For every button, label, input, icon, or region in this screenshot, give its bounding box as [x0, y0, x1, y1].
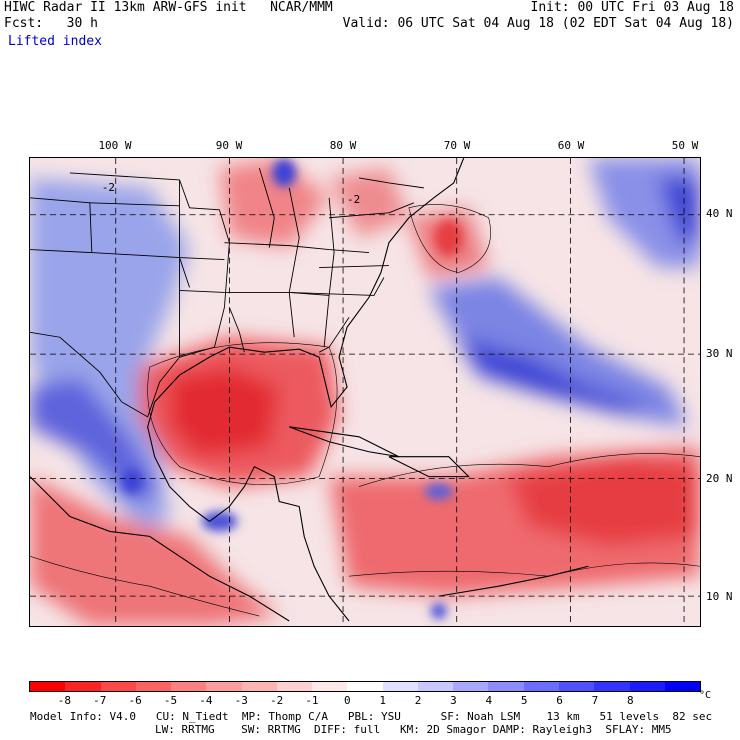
contour-label: -2: [347, 193, 360, 206]
model-info: Model Info: V4.0 CU: N_Tiedt MP: Thomp C…: [30, 710, 713, 723]
colorbar-cell: [558, 682, 595, 691]
colorbar-label: -8: [57, 694, 71, 707]
lifted-index-map: -2 -2: [29, 157, 701, 627]
contour-label: -2: [102, 181, 115, 194]
lon-label: 80 W: [329, 139, 357, 152]
colorbar-cell: [382, 682, 418, 691]
index-field-detail: [121, 158, 463, 620]
lat-label: 20 N: [706, 472, 733, 485]
init-time: Init: 00 UTC Fri 03 Aug 18: [530, 0, 735, 15]
unit-label: °C: [699, 690, 712, 701]
colorbar-label: -6: [128, 694, 142, 707]
coastlines: [30, 158, 589, 622]
lon-label: 60 W: [557, 139, 585, 152]
colorbar-cell: [664, 682, 701, 691]
lon-label: 90 W: [215, 139, 243, 152]
colorbar-cell: [171, 682, 207, 691]
lon-label: 50 W: [671, 139, 699, 152]
colorbar-label: 2: [414, 694, 422, 707]
colorbar-label: 8: [626, 694, 634, 707]
colorbar-label: 7: [591, 694, 599, 707]
colorbar-label: -1: [305, 694, 319, 707]
colorbar-cell: [135, 682, 172, 691]
model-physics: LW: RRTMG SW: RRTMG DIFF: full KM: 2D Sm…: [155, 723, 672, 736]
colorbar-label: -5: [163, 694, 178, 707]
colorbar-cell: [100, 682, 136, 691]
political-borders: [30, 167, 424, 418]
colorbar-label: -2: [269, 694, 284, 707]
colorbar-label: 6: [556, 694, 563, 707]
valid-time: Valid: 06 UTC Sat 04 Aug 18 (02 EDT Sat …: [342, 16, 734, 31]
colorbar-label: 1: [379, 694, 386, 707]
colorbar-cell: [241, 682, 277, 691]
colorbar-label: 5: [520, 694, 528, 707]
colorbar-cell: [206, 682, 242, 691]
colorbar-cell: [312, 682, 348, 691]
lat-label: 40 N: [706, 207, 733, 220]
colorbar-cell: [347, 682, 383, 691]
colorbar-label: -3: [234, 694, 248, 707]
colorbar-label: -7: [93, 694, 107, 707]
colorbar-cell: [276, 682, 313, 691]
colorbar-label: 3: [450, 694, 457, 707]
colorbar-label: 4: [485, 694, 493, 707]
colorbar-cell: [488, 682, 524, 691]
colorbar-label: -4: [199, 694, 213, 707]
lat-label: 10 N: [706, 590, 733, 603]
graticule: [30, 158, 700, 626]
colorbar-cell: [523, 682, 559, 691]
colorbar-cell: [30, 682, 66, 691]
forecast-hour: Fcst: 30 h: [4, 16, 98, 31]
lon-label: 70 W: [443, 139, 471, 152]
colorbar-cell: [453, 682, 489, 691]
map-title: HIWC Radar II 13km ARW-GFS init NCAR/MMM: [4, 0, 333, 15]
colorbar-label: 0: [344, 694, 351, 707]
field-name: Lifted index: [8, 34, 102, 49]
colorbar-cell: [594, 682, 630, 691]
lat-label: 30 N: [706, 347, 733, 360]
colorbar-cell: [629, 682, 665, 691]
color-legend: [29, 681, 701, 692]
colorbar-cell: [65, 682, 101, 691]
lon-label: 100 W: [98, 139, 132, 152]
colorbar-cell: [417, 682, 454, 691]
contour-lines: [30, 204, 700, 617]
